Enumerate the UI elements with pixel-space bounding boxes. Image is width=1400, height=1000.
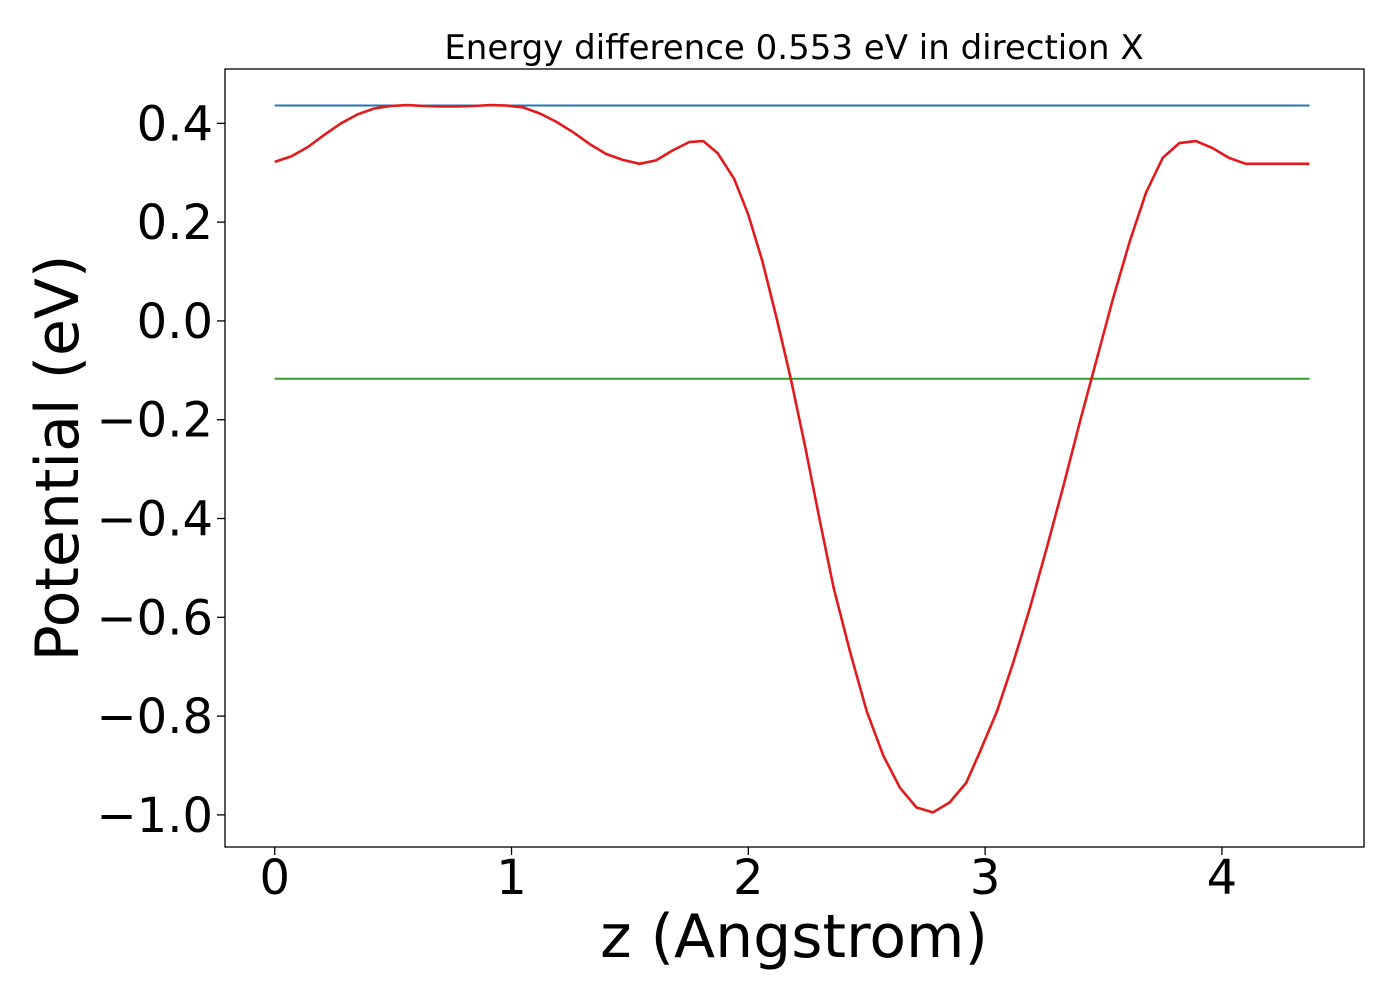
x-tick-label: 0 bbox=[259, 850, 290, 906]
potential-series-line bbox=[274, 103, 1310, 814]
y-tick-label: −0.6 bbox=[96, 590, 213, 646]
x-axis-label: z (Angstrom) bbox=[600, 902, 988, 972]
tick-layer: 0 1 2 3 4 0.4 0.2 0.0 −0.2 −0.4 −0.6 −0.8 −1.0 bbox=[96, 96, 1237, 906]
series-layer bbox=[274, 103, 1310, 814]
x-tick-label: 2 bbox=[733, 850, 764, 906]
y-tick-label: −0.8 bbox=[96, 689, 213, 745]
y-tick-label: −1.0 bbox=[96, 788, 213, 844]
y-tick-label: 0.2 bbox=[137, 195, 213, 251]
x-tick-label: 3 bbox=[970, 850, 1001, 906]
y-tick-label: −0.4 bbox=[96, 492, 213, 548]
plot-frame bbox=[224, 68, 1365, 848]
y-axis-label: Potential (eV) bbox=[23, 255, 93, 662]
y-tick-label: 0.0 bbox=[137, 294, 213, 350]
y-tick-label: −0.2 bbox=[96, 393, 213, 449]
x-tick-label: 4 bbox=[1207, 850, 1238, 906]
plot-area bbox=[225, 69, 1364, 847]
y-tick-label: 0.4 bbox=[137, 96, 213, 152]
chart-title: Energy difference 0.553 eV in direction … bbox=[444, 28, 1143, 68]
x-tick-label: 1 bbox=[496, 850, 527, 906]
